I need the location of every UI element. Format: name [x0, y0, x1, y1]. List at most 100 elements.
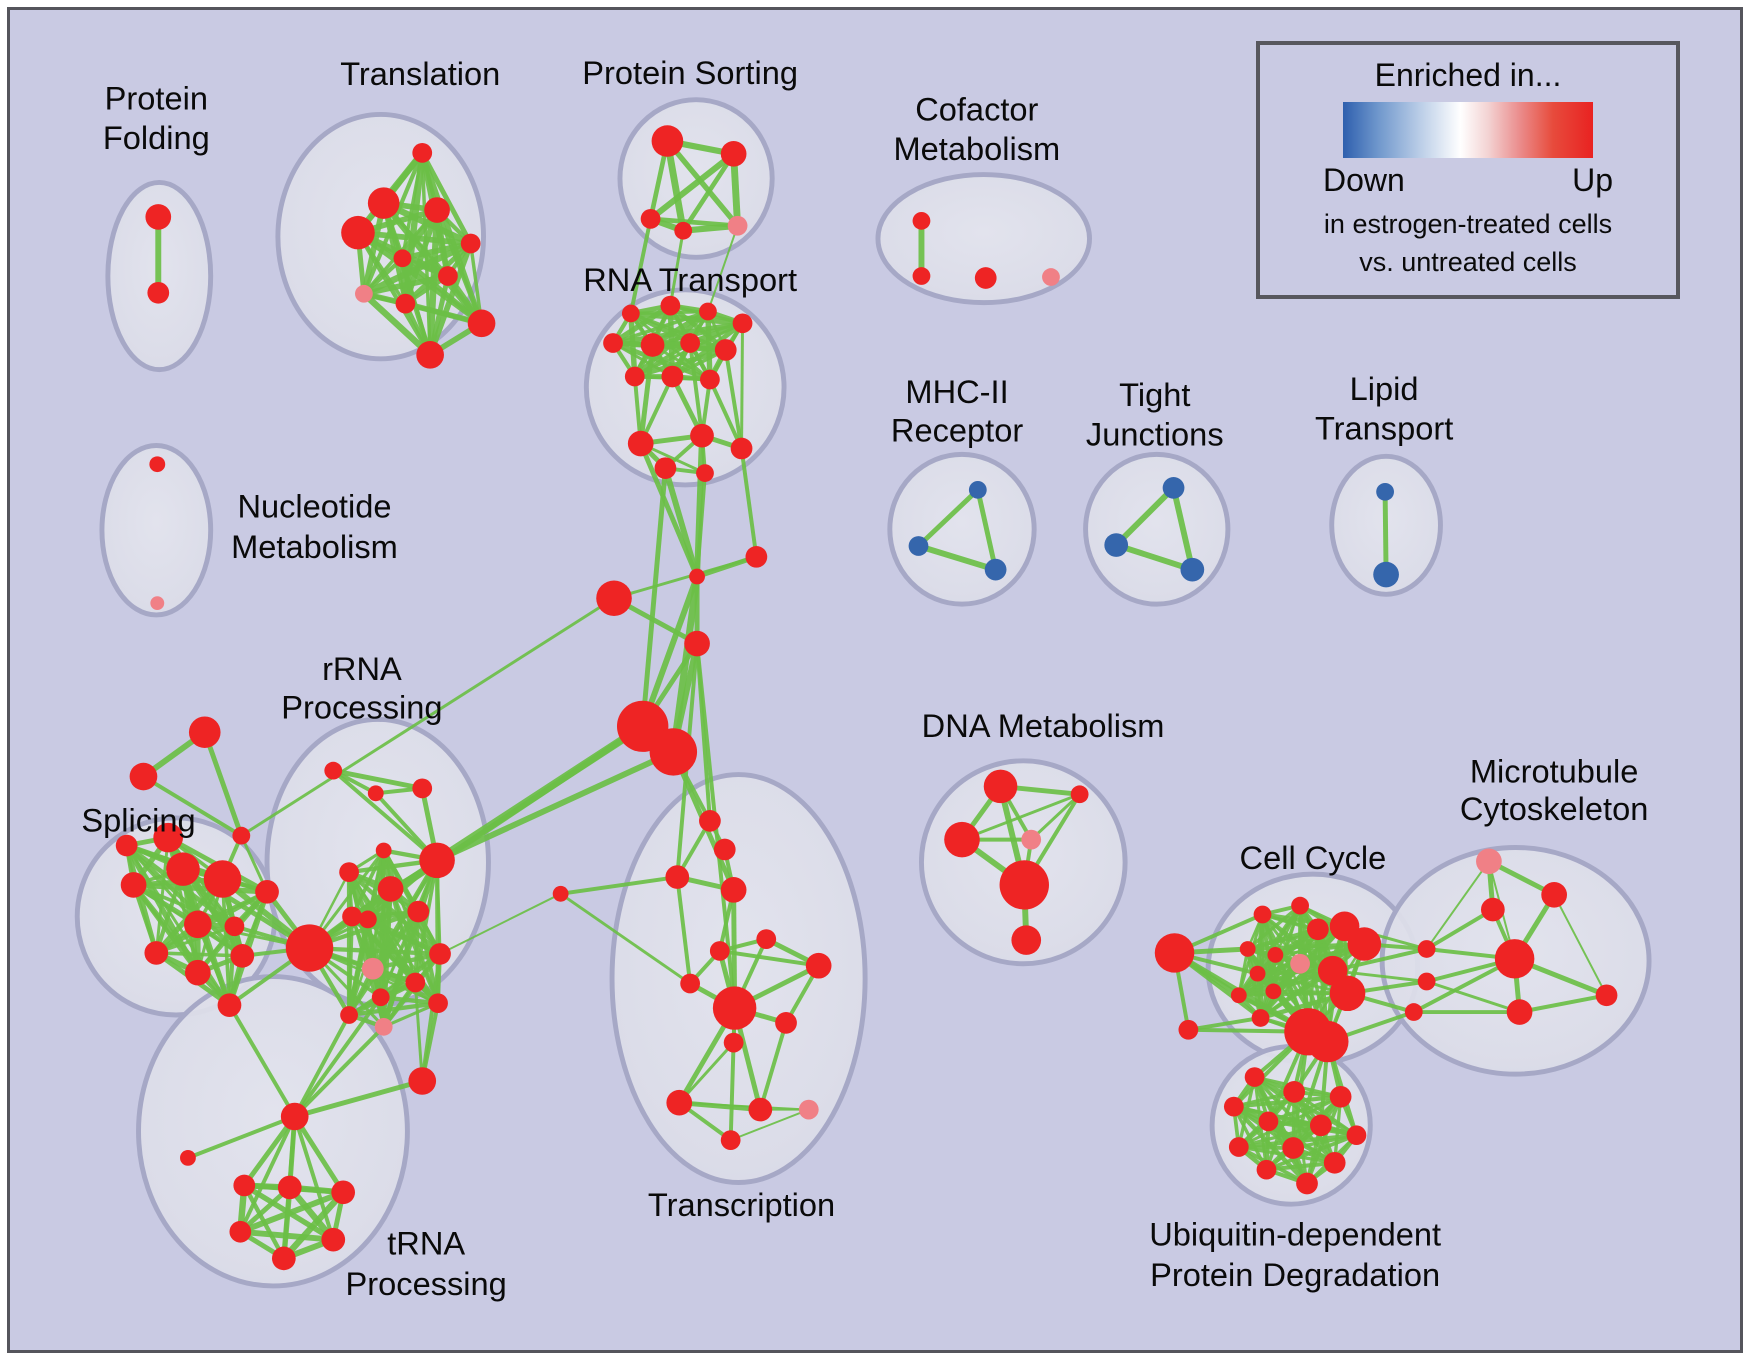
overlap-edge-mh1-mh3	[975, 489, 999, 571]
overlap-edge-mh2-mh3	[917, 543, 997, 573]
cluster-label-rrna-processing-line1: rRNA	[322, 651, 402, 687]
overlap-edge-tp0-tp5	[292, 1115, 336, 1241]
gene-set-node-r8	[342, 906, 362, 927]
gene-set-node-tx10	[775, 1012, 797, 1034]
nodes-layer	[115, 125, 1618, 1271]
gene-set-node-tp0	[280, 1102, 309, 1131]
gene-set-node-u7	[1346, 1125, 1367, 1146]
gene-set-node-d4	[1021, 829, 1042, 850]
cluster-label-tight-junctions-line2: Junctions	[1086, 417, 1224, 453]
overlap-edge-cn5-r12	[439, 892, 562, 955]
gene-set-node-u12	[1296, 1172, 1318, 1195]
gene-set-node-d6	[1011, 925, 1042, 955]
gene-set-node-d1	[983, 769, 1018, 804]
overlap-edge-d2-d4	[1030, 793, 1081, 841]
overlap-edge-cn5-tx8	[559, 892, 691, 985]
overlap-edge-rt7-rt9	[633, 341, 692, 379]
gene-set-node-s3	[640, 209, 661, 229]
gene-set-node-r13	[361, 957, 384, 980]
gene-set-node-sp1	[115, 834, 138, 857]
gene-set-node-cc13	[1230, 987, 1247, 1004]
overlap-edge-sp7-sp11	[227, 926, 237, 1006]
gene-set-node-t11	[416, 341, 444, 369]
gene-set-node-cc12	[1265, 983, 1282, 1000]
gene-set-node-tx15	[720, 1130, 741, 1150]
gene-set-node-cn2	[689, 568, 705, 585]
gene-set-node-br3	[1404, 1003, 1423, 1021]
gene-set-node-lp2	[1373, 561, 1399, 588]
overlap-edge-rt4-rt5	[612, 320, 743, 346]
gene-set-node-tx1	[699, 810, 721, 832]
legend-title: Enriched in...	[1374, 57, 1562, 93]
legend-subtitle-line1: in estrogen-treated cells	[1323, 209, 1613, 239]
gene-set-node-ca	[188, 716, 221, 748]
cluster-label-protein-sorting: Protein Sorting	[582, 55, 798, 91]
overlap-edge-s1-s5	[665, 139, 740, 228]
gene-set-node-r7	[377, 876, 404, 902]
overlap-edge-d2-d3	[961, 792, 1081, 841]
legend-subtitle-line2: vs. untreated cells	[1359, 247, 1577, 277]
gene-set-node-t8	[355, 284, 373, 303]
gene-set-node-rt15	[696, 464, 714, 482]
gene-set-node-r1	[324, 761, 343, 780]
gene-set-node-cc14	[1251, 1009, 1270, 1027]
gene-set-node-cf4	[1042, 268, 1060, 286]
gene-set-node-u4	[1223, 1096, 1244, 1117]
gene-set-node-r10	[407, 900, 430, 923]
overlap-edge-tx6-tx7	[719, 949, 819, 968]
cluster-label-lipid-transport-line1: Lipid	[1350, 371, 1419, 407]
overlap-edge-r19-r14	[413, 982, 424, 1082]
cluster-label-ubiquitin-degradation-line2: Protein Degradation	[1150, 1257, 1440, 1293]
overlap-edge-r16-r18	[383, 1001, 439, 1029]
gene-set-node-cn3	[596, 580, 632, 616]
gene-set-node-tx7	[805, 952, 832, 979]
cluster-ellipse-transcription	[609, 772, 868, 1185]
gene-set-node-d5	[999, 860, 1049, 910]
overlap-edge-h2-r5	[435, 749, 675, 863]
gene-set-node-nm2	[150, 596, 165, 611]
overlap-edge-rt13-cn2	[662, 467, 700, 578]
overlap-edge-t7-t8	[363, 273, 449, 297]
overlap-edge-r12-r13	[372, 951, 441, 971]
overlap-edge-cc10-br2	[1332, 969, 1427, 983]
overlap-edge-r1-r3	[332, 768, 423, 791]
gene-set-node-tx13	[748, 1097, 773, 1122]
overlap-edge-r16-r17	[348, 1001, 439, 1018]
cluster-label-transcription: Transcription	[648, 1187, 835, 1223]
gene-set-node-m5	[1595, 984, 1618, 1007]
gene-set-node-s1	[651, 125, 684, 157]
gene-set-node-u1	[1244, 1067, 1265, 1087]
gene-set-node-rt11	[700, 369, 720, 390]
overlap-edge-rt3-rt5	[612, 309, 709, 345]
gene-set-node-sp3	[166, 852, 200, 886]
cluster-label-ubiquitin-degradation-line1: Ubiquitin-dependent	[1149, 1217, 1441, 1253]
overlap-edge-rt13-h1	[640, 467, 668, 727]
gene-set-node-h2	[649, 728, 698, 776]
legend-endpoint-labels: Down Up	[1323, 162, 1613, 199]
gene-set-node-u10	[1323, 1151, 1346, 1174]
overlap-edge-ca-cc0	[202, 731, 244, 837]
gene-set-node-nm1	[149, 456, 166, 473]
gene-set-node-mh3	[984, 558, 1007, 581]
overlap-edge-m2-m5	[1553, 894, 1608, 996]
overlap-edge-tx12-tx14	[679, 1101, 809, 1111]
overlap-edge-u10-u11	[1266, 1160, 1335, 1172]
gene-set-node-tp5	[321, 1227, 346, 1252]
gene-set-node-tx5	[756, 929, 777, 949]
gene-set-node-t9	[395, 293, 416, 314]
gene-set-node-ccl2	[1178, 1019, 1199, 1040]
gene-set-node-tp4	[229, 1220, 252, 1243]
gene-set-node-u11	[1256, 1159, 1277, 1180]
overlap-edge-r7-r16	[388, 888, 440, 1004]
gene-set-node-sp7	[224, 916, 245, 937]
overlap-edge-r5-r14	[413, 859, 439, 983]
cluster-label-microtubule-cytoskeleton-line2: Cytoskeleton	[1460, 791, 1648, 827]
gene-set-node-tp6	[271, 1246, 296, 1271]
cluster-label-nucleotide-metabolism-line1: Nucleotide	[237, 488, 391, 524]
gene-set-node-tpi	[180, 1149, 196, 1166]
overlap-edge-tp3-tp4	[239, 1189, 345, 1235]
overlap-edge-s2-s4	[681, 152, 736, 232]
cluster-label-lipid-transport-line2: Transport	[1315, 411, 1453, 447]
